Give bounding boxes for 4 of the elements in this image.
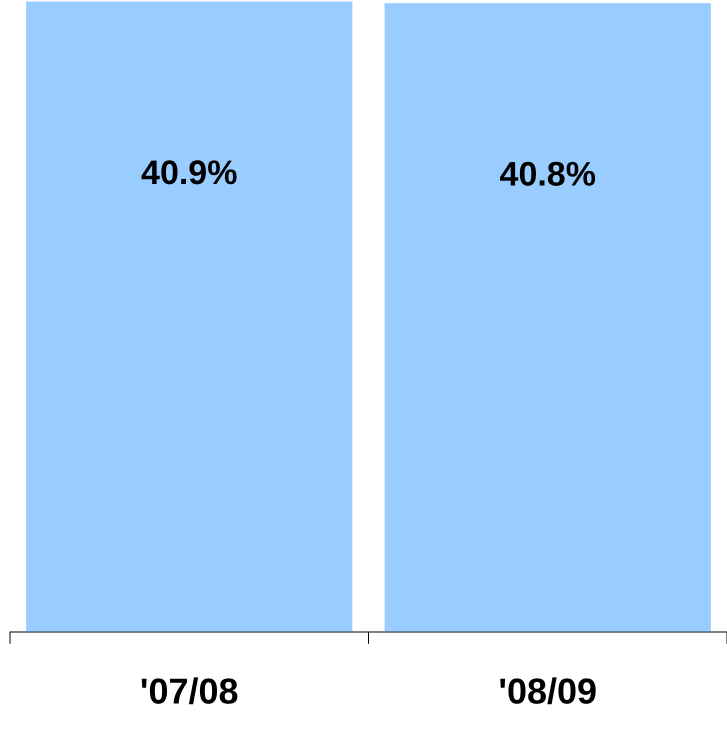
data-label: 40.9% bbox=[141, 154, 238, 192]
x-tick-label: '07/08 bbox=[140, 670, 239, 712]
x-tick-label: '08/09 bbox=[498, 670, 598, 712]
data-label: 40.8% bbox=[500, 155, 596, 194]
